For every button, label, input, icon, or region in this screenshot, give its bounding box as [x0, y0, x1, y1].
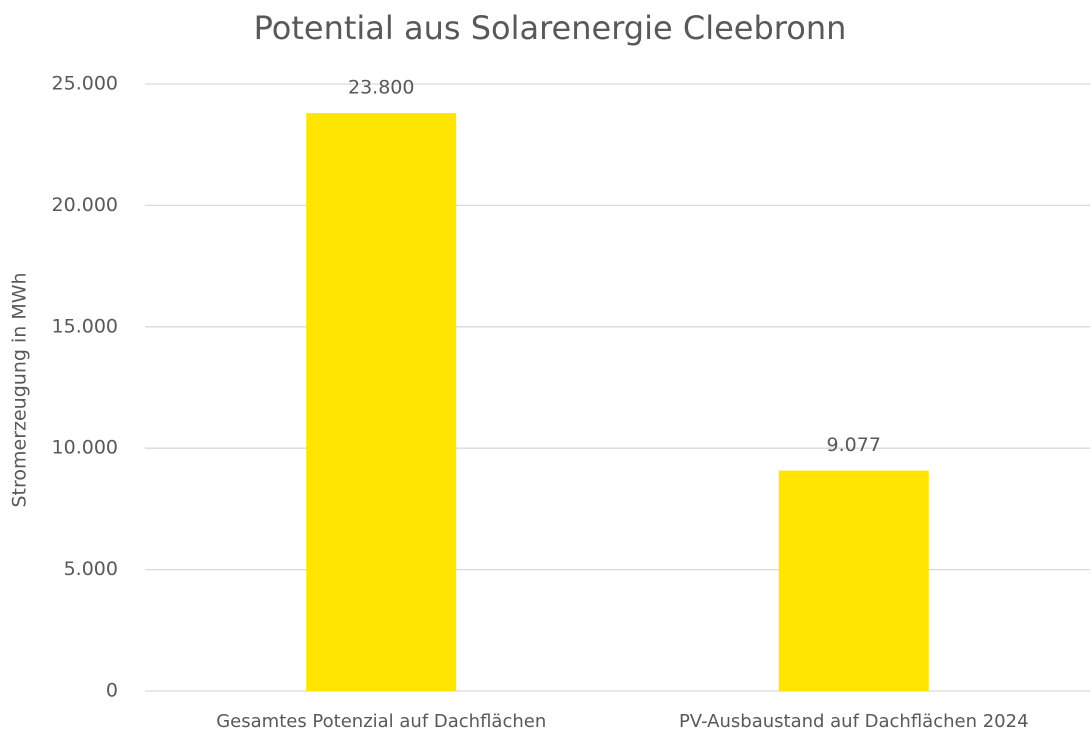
bar	[778, 470, 929, 691]
y-tick-label: 5.000	[64, 558, 118, 580]
chart-title: Potential aus Solarenergie Cleebronn	[254, 9, 847, 47]
y-tick-label: 10.000	[52, 437, 118, 459]
x-tick-label: Gesamtes Potenzial auf Dachflächen	[216, 711, 546, 732]
data-label: 9.077	[827, 434, 881, 456]
data-label: 23.800	[348, 77, 414, 99]
y-axis-title: Stromerzeugung in MWh	[9, 272, 31, 507]
y-tick-label: 0	[106, 680, 118, 702]
y-tick-label: 25.000	[52, 73, 118, 95]
x-tick-label: PV-Ausbaustand auf Dachflächen 2024	[679, 711, 1029, 732]
y-tick-label: 15.000	[52, 315, 118, 337]
y-tick-label: 20.000	[52, 194, 118, 216]
bar	[306, 113, 457, 692]
